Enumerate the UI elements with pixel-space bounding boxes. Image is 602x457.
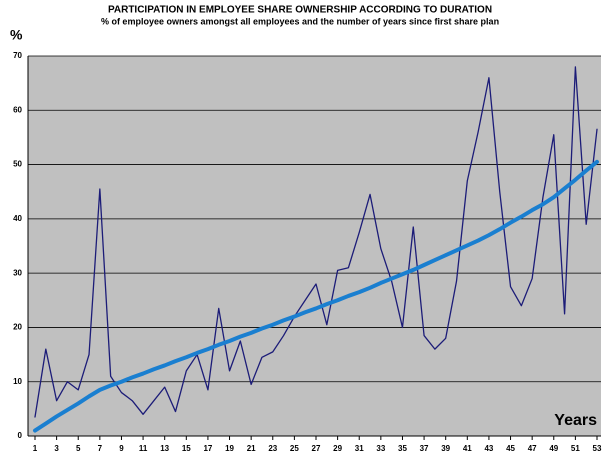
y-tick-label: 10	[13, 377, 22, 386]
x-tick-label: 9	[119, 444, 124, 453]
x-tick-label: 41	[463, 444, 472, 453]
x-tick-label: 25	[290, 444, 299, 453]
x-tick-label: 37	[420, 444, 429, 453]
x-tick-label: 39	[441, 444, 450, 453]
x-axis-label: Years	[554, 412, 597, 429]
x-tick-label: 15	[182, 444, 191, 453]
chart-subtitle: % of employee owners amongst all employe…	[101, 16, 499, 26]
plot-area	[28, 56, 601, 436]
y-tick-label: 60	[13, 105, 22, 114]
x-tick-label: 19	[225, 444, 234, 453]
y-tick-label: 70	[13, 51, 22, 60]
x-tick-label: 43	[484, 444, 493, 453]
y-tick-label: 50	[13, 160, 22, 169]
y-tick-label: 30	[13, 268, 22, 277]
y-tick-label: 20	[13, 323, 22, 332]
x-tick-label: 5	[76, 444, 81, 453]
x-tick-label: 29	[333, 444, 342, 453]
data-line	[34, 66, 598, 418]
x-tick-label: 49	[549, 444, 558, 453]
x-tick-label: 27	[312, 444, 321, 453]
x-tick-label: 1	[33, 444, 38, 453]
x-tick-label: 53	[593, 444, 602, 453]
chart-title: PARTICIPATION IN EMPLOYEE SHARE OWNERSHI…	[108, 5, 492, 16]
x-tick-label: 21	[247, 444, 256, 453]
x-tick-label: 3	[54, 444, 59, 453]
x-tick-label: 45	[506, 444, 515, 453]
data-line	[33, 159, 599, 433]
x-tick-label: 33	[376, 444, 385, 453]
x-tick-label: 11	[139, 444, 148, 453]
y-axis-label: %	[10, 27, 23, 43]
x-tick-label: 47	[528, 444, 537, 453]
x-tick-label: 23	[268, 444, 277, 453]
x-tick-label: 31	[355, 444, 364, 453]
x-tick-label: 13	[160, 444, 169, 453]
y-tick-label: 0	[18, 431, 23, 440]
x-tick-label: 7	[98, 444, 103, 453]
y-tick-label: 40	[13, 214, 22, 223]
x-tick-label: 51	[571, 444, 580, 453]
x-tick-label: 17	[203, 444, 212, 453]
x-tick-label: 35	[398, 444, 407, 453]
